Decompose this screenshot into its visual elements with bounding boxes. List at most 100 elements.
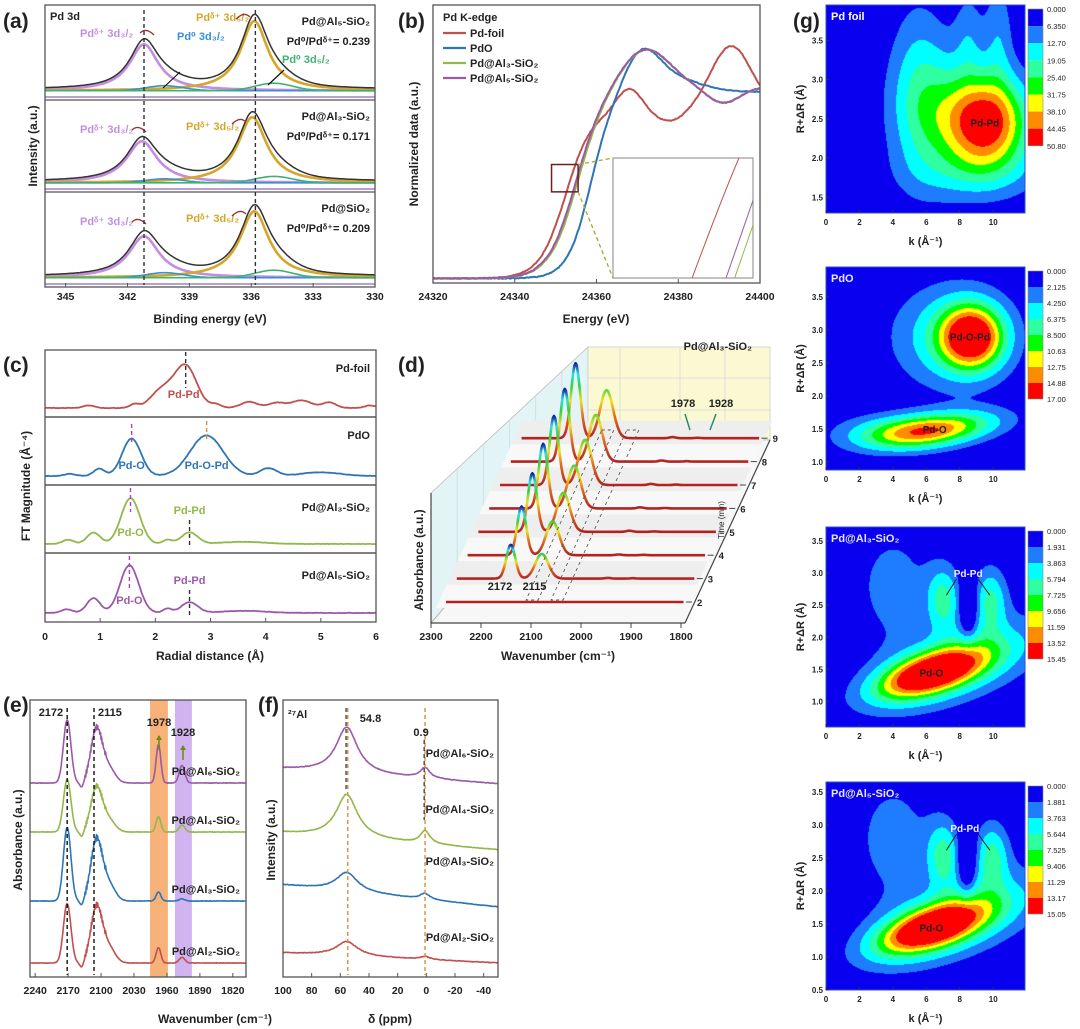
x-tick-label: 4 bbox=[891, 218, 896, 227]
component-pd0-52 bbox=[45, 82, 375, 92]
x-tick-label: 8 bbox=[958, 475, 963, 484]
peak-label: Pdᵟ⁺ 3d₅/₂ bbox=[186, 121, 239, 133]
wavelet-contour-map bbox=[826, 782, 1025, 990]
zoom-region-box bbox=[550, 163, 579, 193]
plot-area bbox=[45, 5, 375, 287]
x-tick-label: 2100 bbox=[519, 631, 543, 643]
x-tick-label: 2200 bbox=[469, 631, 493, 643]
plot-frame bbox=[44, 4, 376, 288]
colorbar-swatch bbox=[1028, 271, 1043, 287]
colorbar-swatch bbox=[1028, 287, 1043, 303]
peak-label: Pdᵟ⁺ 3d₃/₂ bbox=[80, 124, 133, 136]
colorbar-label: 6.375 bbox=[1047, 315, 1066, 324]
colorbar-label: 4.250 bbox=[1047, 299, 1066, 308]
legend-label: Pd@Al₃-SiO₂ bbox=[470, 58, 538, 70]
floor-strip bbox=[457, 537, 719, 562]
x-tick-label: 0 bbox=[824, 732, 829, 741]
bond-label: Pd-O-Pd bbox=[950, 332, 990, 343]
y-tick-label: 2.0 bbox=[812, 392, 824, 401]
x-axis-title: k (Å⁻¹) bbox=[909, 235, 943, 248]
y-tick-label: 2.0 bbox=[812, 887, 824, 896]
x-tick-label: 2 bbox=[857, 218, 862, 227]
ir-spectrum bbox=[29, 778, 247, 837]
x-tick-label: 6 bbox=[924, 475, 929, 484]
colorbar-label: 7.725 bbox=[1047, 591, 1066, 600]
x-tick-label: 0 bbox=[824, 995, 829, 1004]
plot-frame bbox=[825, 526, 1026, 728]
colorbar-swatch bbox=[1028, 335, 1043, 351]
y-tick-label: 2.0 bbox=[812, 633, 824, 642]
ir-spectrum bbox=[29, 719, 247, 788]
colorbar-swatch bbox=[1028, 351, 1043, 367]
x-tick-label: 80 bbox=[306, 985, 318, 997]
legend-label: Pd-foil bbox=[470, 28, 504, 40]
ft-curve bbox=[45, 497, 377, 546]
x-axis-title: k (Å⁻¹) bbox=[909, 492, 943, 505]
x-tick-label: 8 bbox=[958, 995, 963, 1004]
panel-label: (d) bbox=[398, 354, 425, 377]
x-tick-label: 2100 bbox=[89, 985, 113, 997]
y-tick-label: 2.5 bbox=[812, 601, 824, 610]
time-tick-label: 5 bbox=[729, 528, 735, 539]
x-tick-label: 330 bbox=[366, 291, 384, 303]
x-tick-label: 2 bbox=[857, 995, 862, 1004]
x-tick-label: 8 bbox=[958, 218, 963, 227]
x-tick-label: 40 bbox=[363, 985, 375, 997]
inset-frame bbox=[612, 157, 754, 279]
ratio-label: Pd⁰/Pdᵟ⁺= 0.239 bbox=[287, 36, 370, 48]
x-tick-label: 6 bbox=[924, 732, 929, 741]
colorbar-label: 3.763 bbox=[1047, 814, 1066, 823]
colorbar-swatch bbox=[1028, 319, 1043, 335]
colorbar-swatch bbox=[1028, 367, 1043, 383]
x-tick-label: 2 bbox=[857, 475, 862, 484]
x-tick-label: 10 bbox=[989, 475, 998, 484]
y-axis-title: R+ΔR (Å) bbox=[794, 602, 807, 651]
colorbar-label: 0.000 bbox=[1047, 267, 1066, 276]
legend-label: Pd@Al₅-SiO₂ bbox=[470, 73, 538, 85]
colorbar-swatch bbox=[1028, 611, 1043, 627]
colorbar-swatch bbox=[1028, 818, 1043, 834]
arrow-icon bbox=[235, 13, 251, 20]
bond-label: Pd-Pd bbox=[970, 119, 999, 130]
x-tick-label: 24380 bbox=[664, 291, 693, 303]
peak-guide-box bbox=[550, 429, 640, 601]
bond-label: Pd-Pd bbox=[950, 824, 979, 835]
colorbar-frame bbox=[1027, 530, 1044, 660]
colorbar-swatch bbox=[1028, 802, 1043, 818]
arrow-icon bbox=[231, 118, 247, 125]
colorbar-frame bbox=[1027, 785, 1044, 915]
ir-spectrum bbox=[29, 826, 247, 906]
bond-label: Pd-Pd bbox=[174, 575, 206, 587]
peak-label: Pd⁰ 3d₃/₂ bbox=[177, 31, 225, 43]
colorbar-label: 0.000 bbox=[1047, 527, 1066, 536]
colorbar-label: 11.59 bbox=[1047, 623, 1065, 632]
ft-curve bbox=[44, 363, 377, 410]
x-axis-title: Wavenumber (cm⁻¹) bbox=[501, 649, 615, 663]
colorbar-label: 31.75 bbox=[1047, 91, 1066, 100]
colorbar-swatch bbox=[1028, 43, 1043, 61]
x-tick-label: 4 bbox=[891, 732, 896, 741]
peak-label: 2115 bbox=[523, 581, 547, 593]
x-tick-label: 10 bbox=[989, 995, 998, 1004]
y-tick-label: 1.0 bbox=[812, 697, 824, 706]
colorbar-swatch bbox=[1028, 26, 1043, 44]
y-tick-label: 3.0 bbox=[812, 326, 824, 335]
y-tick-label: 3.0 bbox=[812, 821, 824, 830]
bond-label: Pd-Pd bbox=[954, 569, 983, 580]
colorbar-label: 50.80 bbox=[1047, 142, 1066, 151]
x-tick-label: 342 bbox=[119, 291, 137, 303]
time-axis-line bbox=[684, 439, 771, 624]
colorbar-label: 5.794 bbox=[1047, 575, 1066, 584]
time-tick-label: 6 bbox=[740, 504, 745, 515]
plot-frame bbox=[29, 699, 247, 978]
x-tick-label: 2170 bbox=[56, 985, 80, 997]
spectrum-trace-t3 bbox=[456, 543, 695, 580]
colorbar-label: 2.125 bbox=[1047, 283, 1066, 292]
x-tick-label: 10 bbox=[989, 218, 998, 227]
time-tick-label: 8 bbox=[762, 458, 767, 469]
x-axis-title: k (Å⁻¹) bbox=[909, 1012, 943, 1025]
colorbar-label: 13.52 bbox=[1047, 639, 1066, 648]
highlight-band bbox=[174, 700, 192, 977]
x-tick-label: 10 bbox=[989, 732, 998, 741]
colorbar-frame bbox=[1027, 8, 1044, 147]
